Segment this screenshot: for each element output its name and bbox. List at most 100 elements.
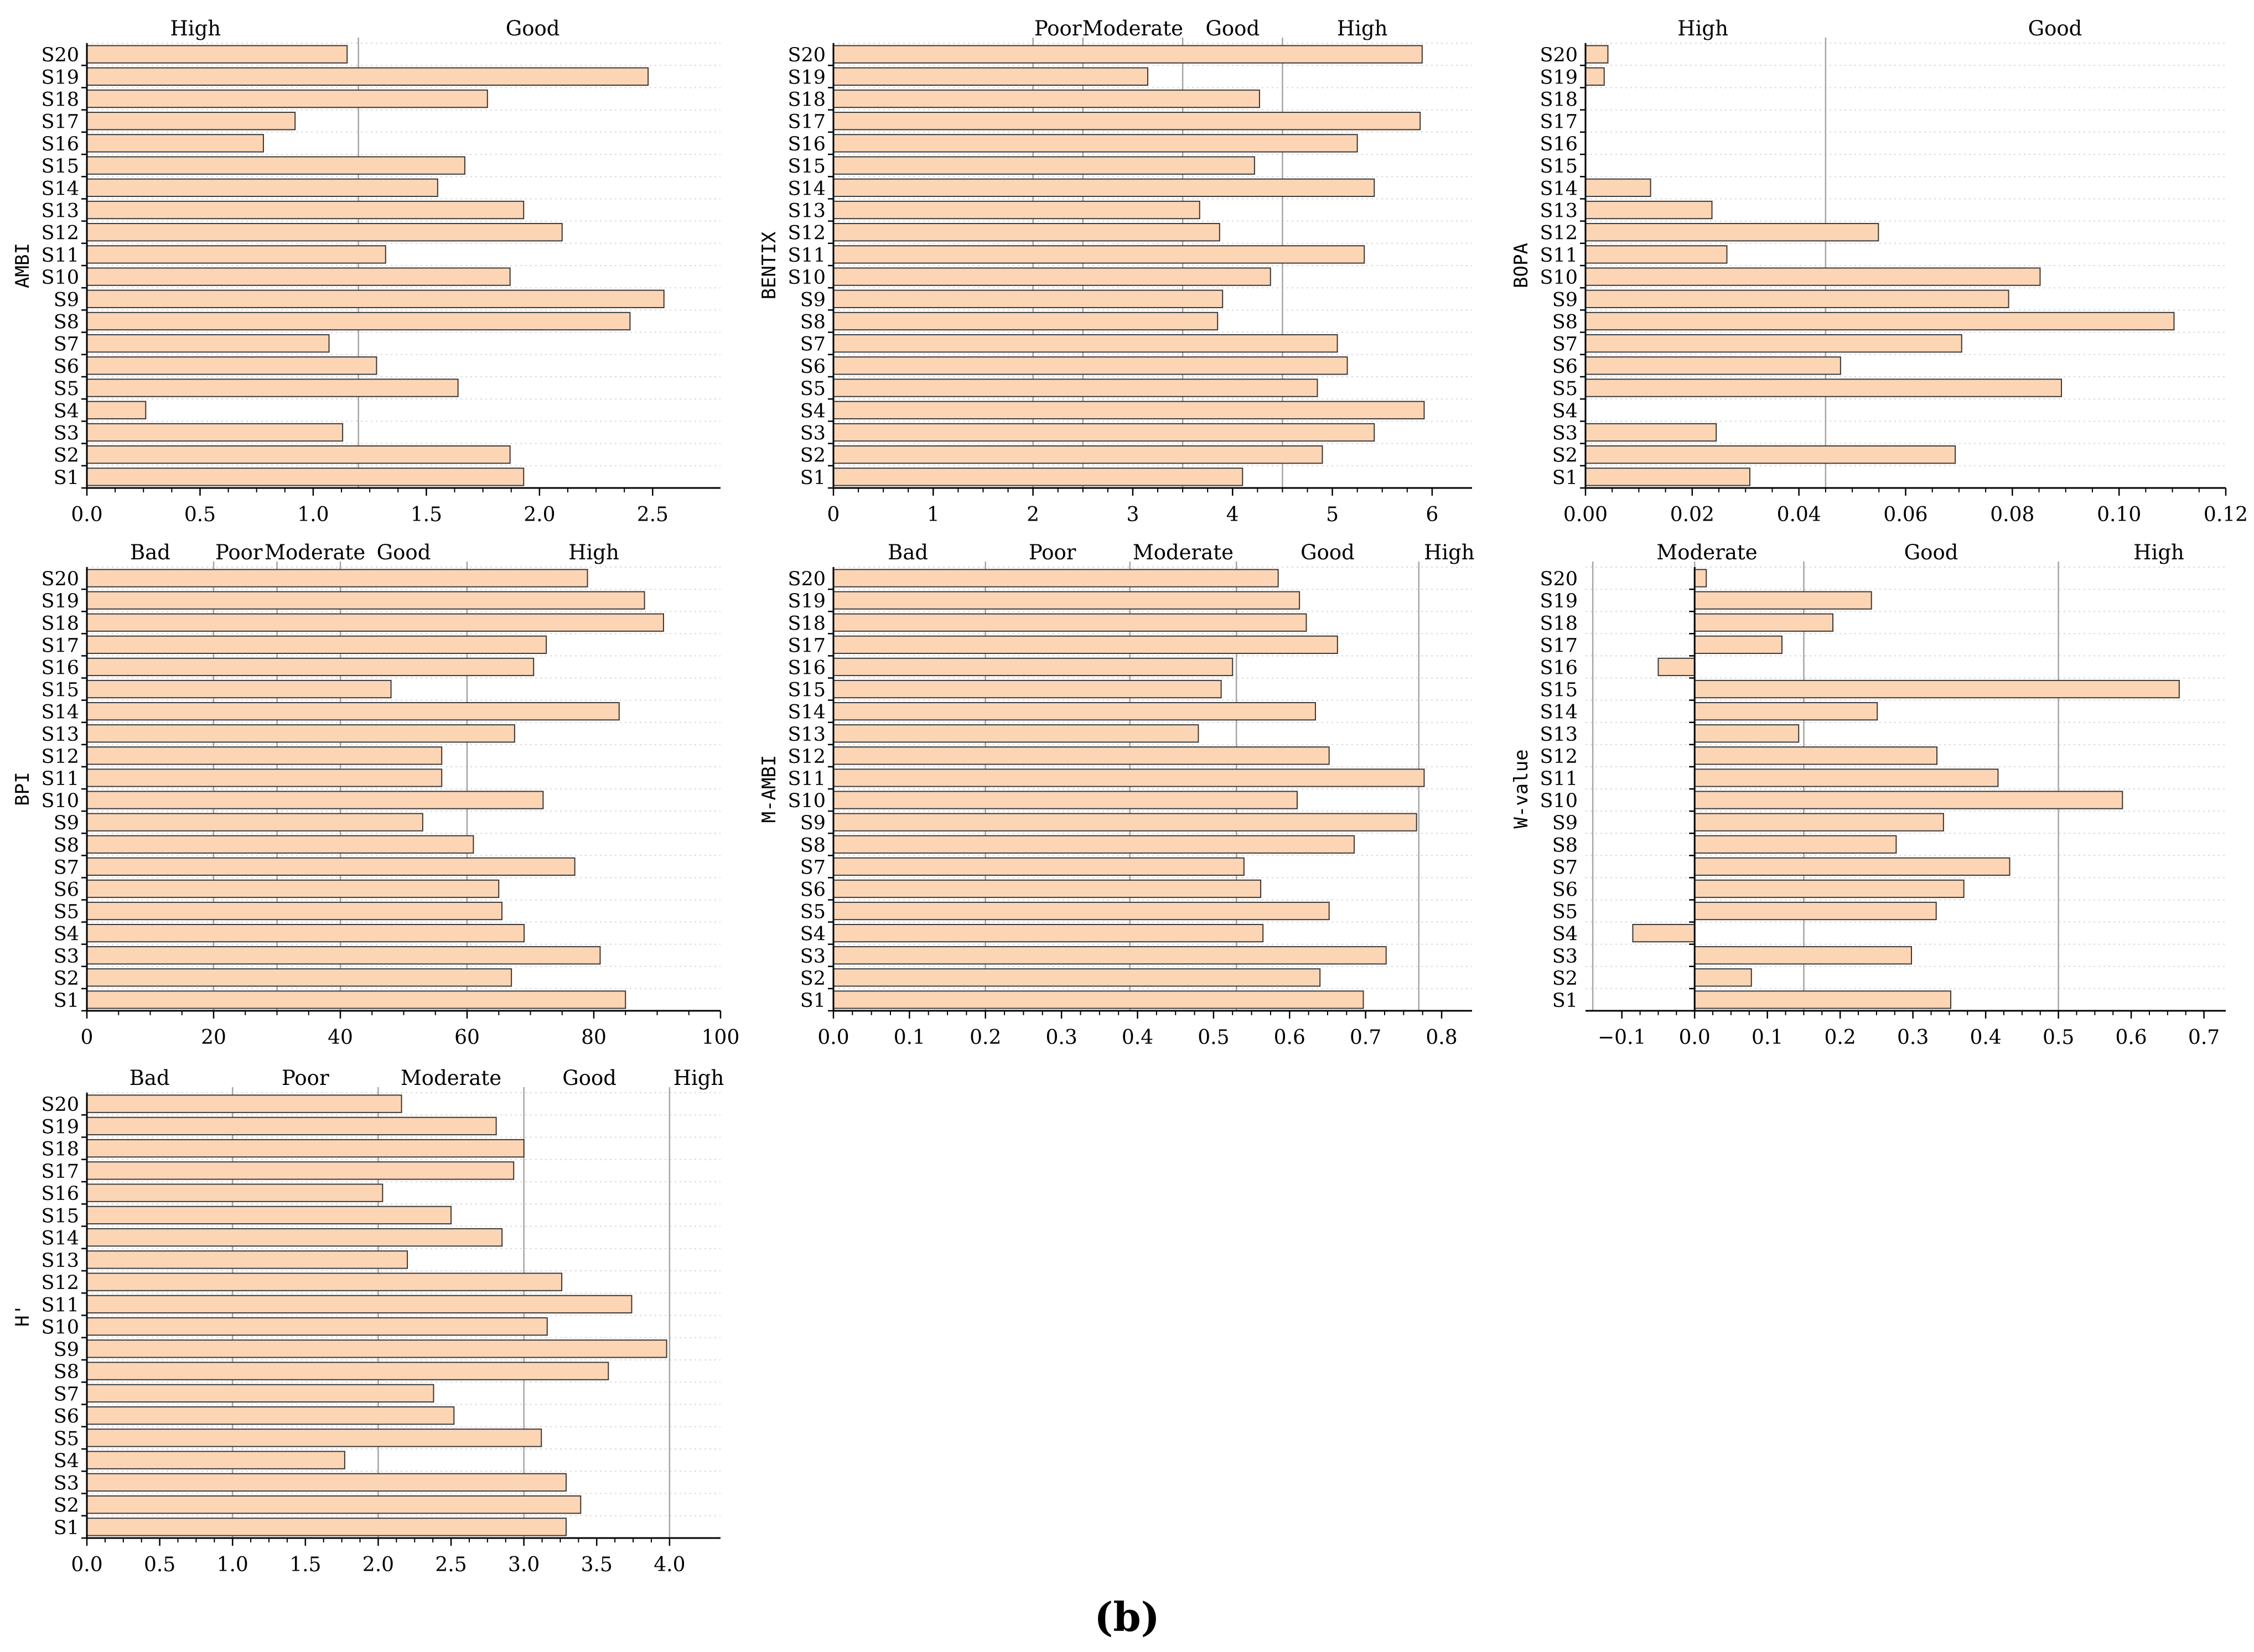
x-tick-label: 2.0 xyxy=(524,503,555,526)
bar-S5 xyxy=(86,1428,542,1447)
x-tick-label: 0.4 xyxy=(1970,1026,2001,1049)
class-label: Bad xyxy=(129,1066,170,1090)
bar-S16 xyxy=(86,657,535,677)
bar-S14 xyxy=(86,1228,503,1247)
bar-S20 xyxy=(86,569,588,588)
bar-S17 xyxy=(1694,635,1783,654)
y-tick-label-S1: S1 xyxy=(1552,467,1578,489)
y-tick-label-S11: S11 xyxy=(787,245,826,267)
y-tick-label-S7: S7 xyxy=(800,856,826,879)
y-tick-label-S1: S1 xyxy=(54,467,79,489)
x-tick-label: 0.3 xyxy=(1046,1026,1077,1049)
y-tick-label-S14: S14 xyxy=(787,178,826,200)
y-tick-label-S8: S8 xyxy=(1552,311,1578,334)
bar-S6 xyxy=(86,879,500,898)
x-tick-label: 0.4 xyxy=(1122,1026,1153,1049)
class-label: Poor xyxy=(1029,541,1076,564)
x-tick-label: 3.5 xyxy=(581,1554,613,1576)
y-tick-label-S20: S20 xyxy=(41,1094,79,1116)
y-tick-label-S2: S2 xyxy=(800,445,826,467)
y-tick-label-S5: S5 xyxy=(800,901,826,923)
bar-S15 xyxy=(86,679,392,699)
y-tick-label-S18: S18 xyxy=(1540,612,1578,635)
bar-S7 xyxy=(833,857,1245,876)
y-tick-label-S15: S15 xyxy=(1540,155,1578,178)
bar-S6 xyxy=(1694,879,1965,898)
y-tick-label-S13: S13 xyxy=(41,1250,79,1272)
bar-S5 xyxy=(1694,901,1937,921)
x-tick-label: 0.0 xyxy=(71,1554,102,1576)
y-tick-label-S10: S10 xyxy=(41,267,79,289)
x-tick-label: 2.5 xyxy=(637,503,669,526)
bar-S1 xyxy=(86,467,525,486)
bar-S20 xyxy=(1585,45,1609,64)
bar-S14 xyxy=(86,178,438,197)
y-tick-label-S1: S1 xyxy=(54,990,79,1012)
y-tick-label-S18: S18 xyxy=(41,89,79,111)
class-label: Moderate xyxy=(1656,541,1757,564)
y-tick-label-S2: S2 xyxy=(54,968,79,990)
x-tick-label: 0 xyxy=(81,1026,94,1049)
y-tick-label-S1: S1 xyxy=(800,990,826,1012)
bar-S11 xyxy=(86,245,386,264)
y-tick-label-S18: S18 xyxy=(41,612,79,635)
y-tick-label-S18: S18 xyxy=(41,1139,79,1161)
class-label: High xyxy=(170,17,221,40)
x-tick-label: 0.5 xyxy=(184,503,216,526)
x-tick-label: 1.0 xyxy=(297,503,329,526)
bar-S14 xyxy=(1585,178,1651,197)
chart-panel-1: S1S2S3S4S5S6S7S8S9S10S11S12S13S14S15S16S… xyxy=(12,17,721,526)
y-tick-label-S17: S17 xyxy=(1540,635,1578,657)
y-tick-label-S15: S15 xyxy=(1540,679,1578,702)
x-tick-label: 0.5 xyxy=(144,1554,175,1576)
y-tick-label-S10: S10 xyxy=(1540,267,1578,289)
x-tick-label: 0.08 xyxy=(1990,503,2034,526)
y-tick-label-S11: S11 xyxy=(1540,245,1578,267)
y-tick-label-S18: S18 xyxy=(787,612,826,635)
class-label: High xyxy=(568,541,619,564)
bar-S5 xyxy=(833,378,1318,397)
y-tick-label-S4: S4 xyxy=(800,400,826,422)
y-tick-label-S2: S2 xyxy=(54,1495,79,1517)
bar-S13 xyxy=(1694,724,1800,743)
y-tick-label-S4: S4 xyxy=(54,923,79,946)
y-tick-label-S18: S18 xyxy=(787,89,826,111)
class-label: Good xyxy=(2028,17,2082,40)
bar-S5 xyxy=(1585,378,2063,397)
class-label: Good xyxy=(562,1066,616,1090)
y-tick-label-S3: S3 xyxy=(1552,423,1578,445)
bar-S19 xyxy=(1585,67,1605,86)
y-tick-label-S5: S5 xyxy=(54,378,79,400)
x-tick-label: 0.12 xyxy=(2204,503,2248,526)
y-tick-label-S12: S12 xyxy=(787,746,826,768)
bar-S9 xyxy=(86,813,423,832)
y-tick-label-S5: S5 xyxy=(54,901,79,923)
x-tick-label: 2 xyxy=(1027,503,1039,526)
x-tick-label: 0.7 xyxy=(1350,1026,1381,1049)
y-tick-label-S20: S20 xyxy=(1540,44,1578,66)
y-tick-label-S12: S12 xyxy=(41,222,79,245)
bar-S16 xyxy=(833,134,1358,153)
bar-S20 xyxy=(86,45,348,64)
class-label: Bad xyxy=(130,541,170,564)
chart-panel-5: S1S2S3S4S5S6S7S8S9S10S11S12S13S14S15S16S… xyxy=(758,541,1475,1049)
y-tick-label-S7: S7 xyxy=(1552,856,1578,879)
y-tick-label-S20: S20 xyxy=(41,568,79,590)
y-tick-label-S3: S3 xyxy=(54,1472,79,1494)
y-tick-label-S14: S14 xyxy=(1540,702,1578,724)
bar-S5 xyxy=(833,901,1330,921)
y-tick-label-S8: S8 xyxy=(1552,834,1578,856)
x-tick-label: 0.06 xyxy=(1883,503,1927,526)
y-tick-label-S4: S4 xyxy=(1552,923,1578,946)
y-tick-label-S18: S18 xyxy=(1540,89,1578,111)
bar-S6 xyxy=(1585,356,1841,375)
bar-S11 xyxy=(833,768,1425,787)
bar-S8 xyxy=(1694,835,1897,854)
y-tick-label-S20: S20 xyxy=(787,568,826,590)
bar-S5 xyxy=(86,901,502,921)
y-tick-label-S20: S20 xyxy=(41,44,79,66)
y-tick-label-S16: S16 xyxy=(1540,657,1578,679)
y-axis-title: M-AMBI xyxy=(758,755,780,823)
bar-S2 xyxy=(1585,445,1956,464)
bar-S8 xyxy=(1585,311,2175,331)
